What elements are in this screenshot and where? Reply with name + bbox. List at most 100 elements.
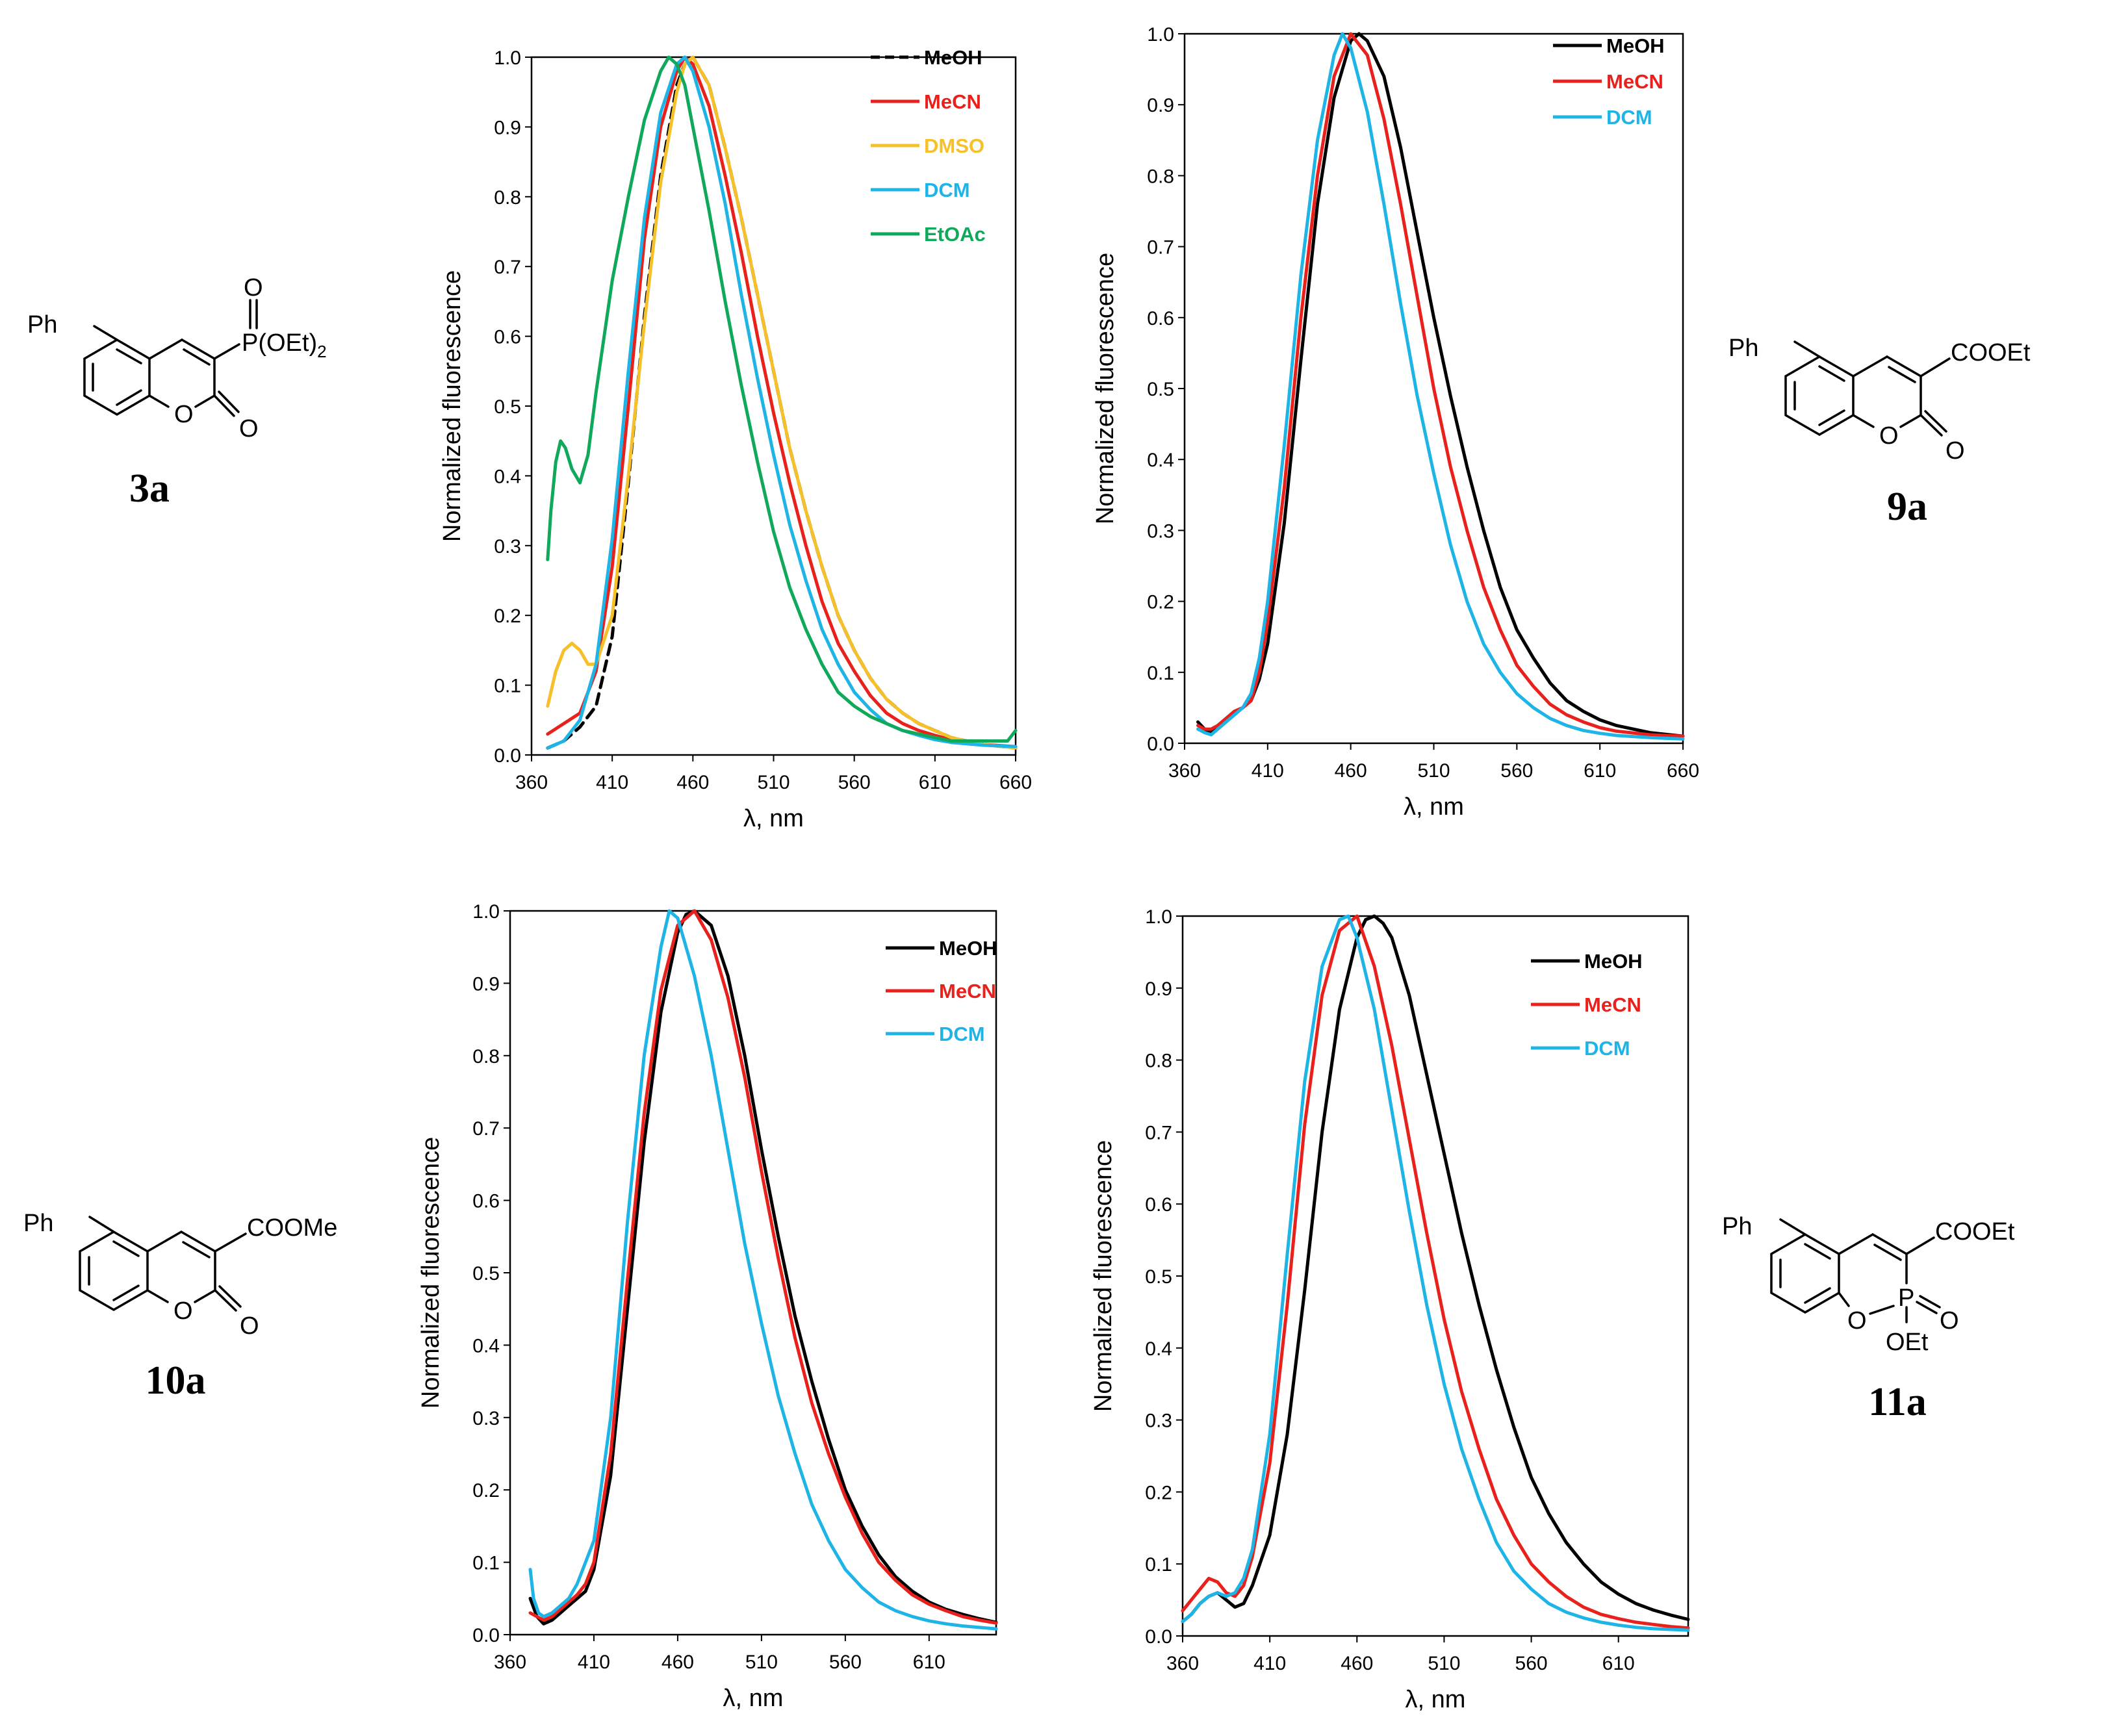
x-tick-label: 610 — [1584, 760, 1616, 782]
x-tick-label: 360 — [1166, 1653, 1199, 1674]
y-tick-label: 0.1 — [494, 676, 521, 697]
y-tick-label: 0.6 — [1145, 1194, 1172, 1216]
series-line-mecn — [528, 909, 998, 1625]
x-tick-label: 560 — [1500, 760, 1533, 782]
3a-ring-o: O — [174, 401, 194, 428]
series-line-dcm — [1181, 914, 1690, 1632]
y-axis-label: Normalized fluorescence — [417, 1137, 444, 1409]
x-axis-label: λ, nm — [743, 805, 804, 832]
10a-ring-o: O — [173, 1297, 193, 1325]
series-line-meoh — [528, 909, 998, 1626]
x-tick-label: 460 — [676, 772, 709, 793]
y-tick-label: 0.0 — [472, 1625, 500, 1646]
y-tick-label: 0.2 — [1147, 592, 1174, 613]
x-tick-label: 360 — [515, 772, 548, 793]
x-tick-label: 360 — [494, 1652, 526, 1673]
legend-label-mecn: MeCN — [1606, 70, 1663, 93]
10a-carbonyl-o: O — [240, 1312, 259, 1340]
y-tick-label: 0.3 — [1145, 1410, 1172, 1432]
legend-label-dcm: DCM — [1584, 1037, 1630, 1060]
y-tick-label: 0.0 — [1147, 734, 1174, 755]
y-tick-label: 1.0 — [472, 901, 500, 923]
chart-9a-solvents: 0.0 0.1 0.2 0.3 0.4 0.5 0.6 0.7 0.8 0.9 1.0 360 410 4… — [1092, 24, 1699, 821]
series-line-mecn — [1181, 914, 1690, 1630]
chart-10a-solvents: 0.0 0.1 0.2 0.3 0.4 0.5 0.6 0.7 0.8 0.9 1.0 360 410 4… — [417, 901, 998, 1712]
compound-label-9a: 9a — [1887, 485, 1927, 529]
x-tick-label: 560 — [1515, 1653, 1548, 1674]
11a-ring-p: P — [1898, 1284, 1914, 1312]
11a-ph: Ph — [1722, 1213, 1752, 1240]
y-tick-label: 0.5 — [1147, 379, 1174, 400]
x-tick-label: 360 — [1168, 760, 1201, 782]
y-tick-label: 0.9 — [1147, 95, 1174, 116]
x-tick-label: 510 — [757, 772, 790, 793]
chart-11a-solvents: 0.0 0.1 0.2 0.3 0.4 0.5 0.6 0.7 0.8 0.9 1.0 360 410 4… — [1090, 906, 1690, 1713]
10a-ph: Ph — [23, 1210, 53, 1237]
compound-3a: O P(OEt)2 Ph O O 3a — [27, 274, 327, 511]
y-tick-label: 0.5 — [472, 1263, 500, 1284]
legend-label-meoh: MeOH — [1606, 34, 1665, 57]
9a-ph: Ph — [1728, 335, 1758, 362]
series-line-dmso — [546, 55, 1018, 750]
legend-label-etoac: EtOAc — [924, 223, 986, 246]
x-tick-label: 660 — [999, 772, 1032, 793]
y-tick-label: 0.2 — [472, 1480, 500, 1501]
compound-10a: COOMe Ph O O 10a — [23, 1210, 337, 1403]
y-tick-label: 1.0 — [1147, 24, 1174, 45]
y-tick-label: 0.6 — [494, 327, 521, 348]
y-tick-label: 0.4 — [1145, 1338, 1172, 1360]
y-tick-label: 0.4 — [1147, 450, 1174, 471]
x-tick-label: 460 — [1335, 760, 1367, 782]
y-axis-label: Normalized fluorescence — [1092, 253, 1119, 524]
x-tick-label: 610 — [919, 772, 951, 793]
x-tick-label: 460 — [661, 1652, 694, 1673]
series-line-mecn — [1196, 32, 1685, 738]
9a-substituent: COOEt — [1951, 339, 2031, 366]
y-tick-label: 0.0 — [494, 745, 521, 767]
11a-p-oet: OEt — [1886, 1329, 1929, 1356]
y-tick-label: 0.8 — [1145, 1051, 1172, 1072]
x-tick-label: 410 — [1252, 760, 1284, 782]
3a-carbonyl-o: O — [239, 415, 259, 442]
compound-label-11a: 11a — [1868, 1380, 1927, 1424]
y-tick-label: 0.8 — [1147, 166, 1174, 187]
x-axis-label: λ, nm — [1406, 1686, 1466, 1713]
y-tick-label: 0.7 — [1147, 237, 1174, 259]
x-tick-label: 660 — [1667, 760, 1699, 782]
y-tick-label: 0.3 — [494, 536, 521, 557]
y-tick-label: 0.5 — [1145, 1266, 1172, 1288]
10a-substituent: COOMe — [247, 1214, 337, 1242]
x-axis-label: λ, nm — [1404, 793, 1464, 821]
legend-label-dmso: DMSO — [924, 134, 984, 157]
y-tick-label: 0.4 — [494, 466, 521, 487]
compound-label-10a: 10a — [146, 1359, 206, 1403]
plot-frame — [509, 910, 997, 1636]
x-tick-label: 560 — [838, 772, 871, 793]
y-tick-label: 1.0 — [494, 47, 521, 69]
3a-o-top: O — [244, 274, 263, 301]
legend-label-dcm: DCM — [939, 1023, 985, 1045]
x-tick-label: 410 — [1253, 1653, 1286, 1674]
x-tick-label: 610 — [1602, 1653, 1635, 1674]
y-tick-label: 0.7 — [494, 257, 521, 278]
11a-substituent: COOEt — [1935, 1218, 2015, 1245]
series-line-mecn — [546, 55, 1018, 748]
legend-label-meoh: MeOH — [1584, 950, 1643, 973]
x-tick-label: 610 — [913, 1652, 945, 1673]
y-tick-label: 0.7 — [472, 1118, 500, 1140]
y-tick-label: 0.4 — [472, 1335, 500, 1357]
y-tick-label: 0.7 — [1145, 1122, 1172, 1143]
legend-label-mecn: MeCN — [939, 980, 996, 1002]
compound-11a: COOEt Ph O P O OEt 11a — [1722, 1213, 2015, 1424]
y-tick-label: 0.3 — [472, 1408, 500, 1429]
series-line-meoh — [1181, 914, 1690, 1624]
y-tick-label: 0.5 — [494, 396, 521, 418]
y-tick-label: 0.9 — [494, 117, 521, 138]
x-axis-label: λ, nm — [723, 1685, 784, 1712]
legend-label-dcm: DCM — [924, 179, 970, 201]
x-tick-label: 460 — [1341, 1653, 1373, 1674]
9a-carbonyl-o: O — [1945, 437, 1965, 465]
series-line-meoh — [1196, 32, 1685, 738]
chart-3a-solvents: 0.0 0.1 0.2 0.3 0.4 0.5 0.6 0.7 0.8 0.9 1.0 360 410 4… — [439, 46, 1032, 832]
